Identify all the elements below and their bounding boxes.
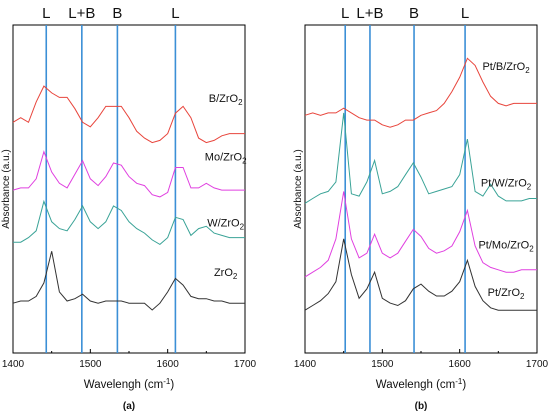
series-label: Pt/W/ZrO2	[481, 178, 532, 192]
series-label: Pt/ZrO2	[488, 287, 525, 301]
x-tick-label: 1400	[294, 359, 317, 370]
x-tick-label: 1700	[526, 359, 549, 370]
series-line	[12, 251, 245, 311]
series-line	[304, 191, 537, 278]
series-line	[13, 199, 245, 246]
x-tick-label: 1600	[157, 359, 180, 370]
x-axis-label: Wavelengh (cm-1)	[84, 377, 175, 391]
marker-label: L+B	[356, 5, 383, 22]
panel-label: (b)	[415, 401, 428, 412]
marker-label: B	[409, 5, 419, 22]
series-label: W/ZrO2	[207, 217, 244, 231]
series-label: Pt/Mo/ZrO2	[478, 239, 534, 253]
series-label: ZrO2	[214, 267, 238, 281]
series-label: Mo/ZrO2	[205, 152, 247, 166]
series-label: Pt/B/ZrO2	[482, 61, 530, 75]
chart-panel-2: L L+B B L Pt/B/ZrO2 Pt/W/ZrO2 Pt/Mo/ZrO2 Pt/ZrO…	[293, 5, 549, 412]
x-axis-label: Wavelengh (cm-1)	[376, 377, 467, 391]
x-tick-label: 1500	[371, 359, 394, 370]
series-line	[304, 57, 537, 128]
series-label: B/ZrO2	[209, 93, 243, 107]
marker-label: L+B	[68, 5, 95, 22]
series-line	[12, 85, 245, 144]
marker-label: L	[341, 5, 349, 22]
marker-label: B	[112, 5, 122, 22]
series-line	[304, 238, 537, 311]
x-tick-label: 1600	[449, 359, 472, 370]
x-tick-label: 1700	[234, 359, 257, 370]
marker-label: L	[171, 5, 179, 22]
panel-label: (a)	[123, 401, 135, 412]
marker-label: L	[42, 5, 50, 22]
x-tick-label: 1500	[79, 359, 102, 370]
chart-panel-1: L L+B B L B/ZrO2 Mo/ZrO2 W/ZrO2 ZrO2 1400 1500 160…	[1, 5, 257, 412]
x-tick-label: 1400	[2, 359, 25, 370]
series-line	[304, 112, 537, 204]
y-axis-label: Absorbance (a.u.)	[1, 149, 12, 229]
series-line	[12, 150, 245, 198]
y-axis-label: Absorbance (a.u.)	[293, 149, 304, 229]
plot-frame	[12, 24, 246, 354]
marker-label: L	[461, 5, 469, 22]
